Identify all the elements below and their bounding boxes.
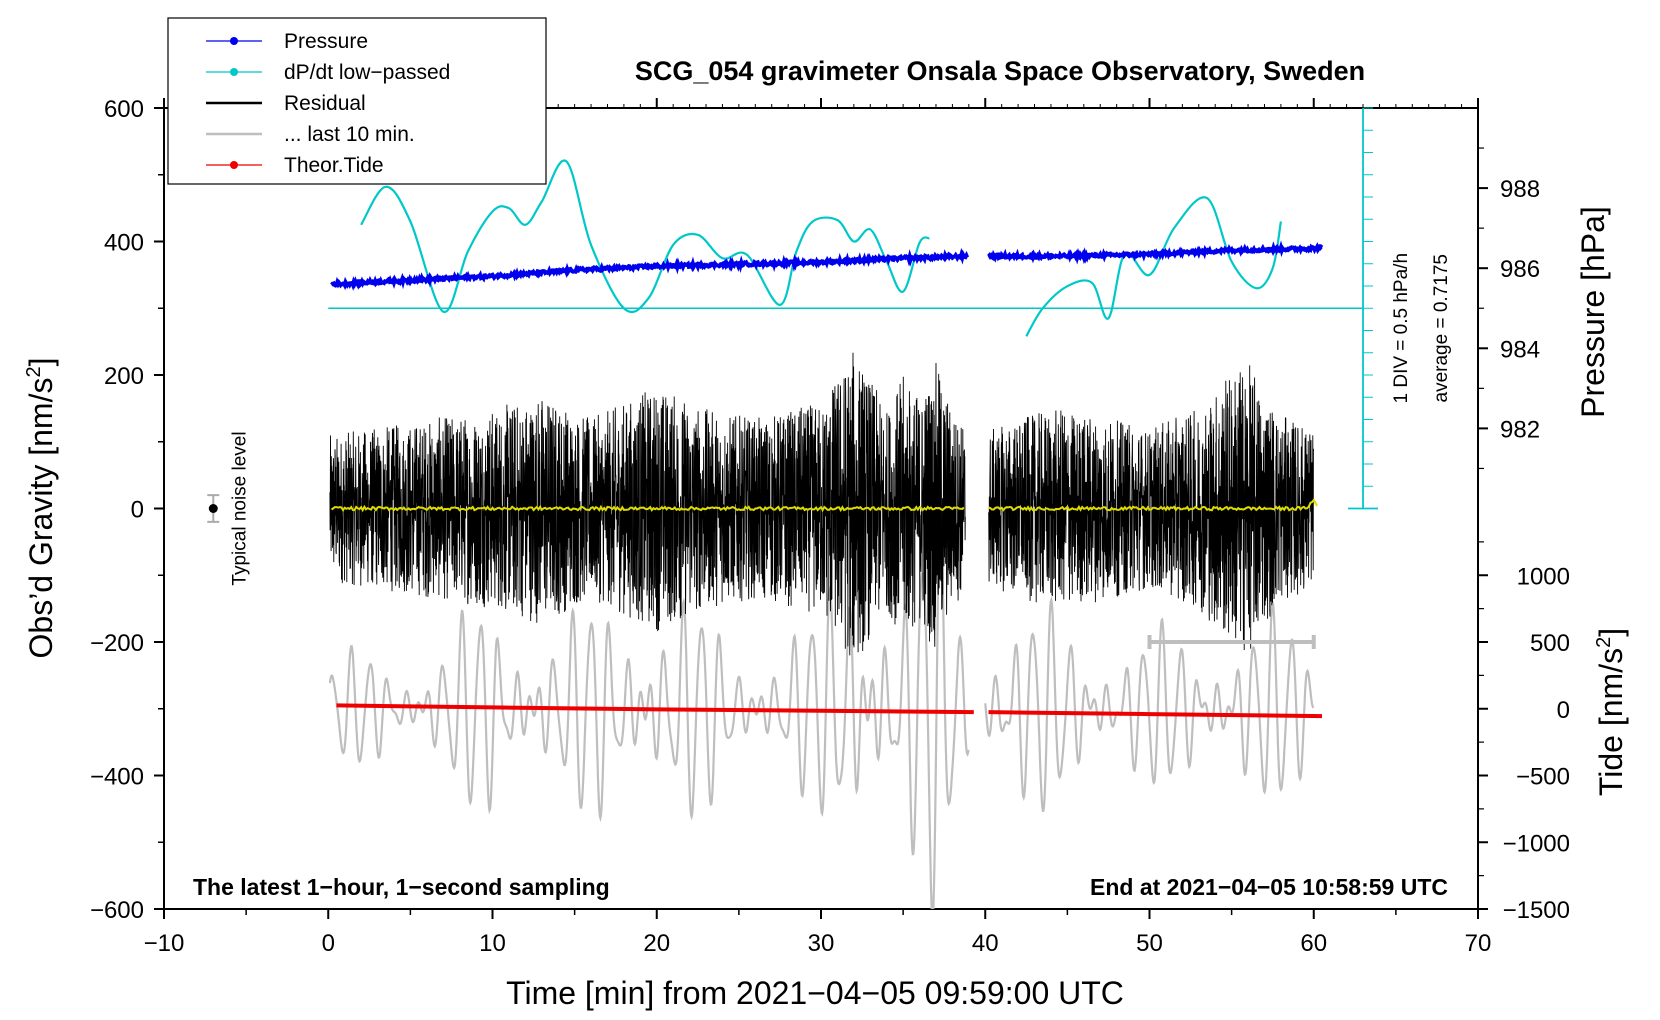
legend-marker-1 (230, 68, 238, 76)
series-layer (328, 159, 1364, 909)
x-axis-label: Time [min] from 2021−04−05 09:59:00 UTC (506, 975, 1124, 1011)
legend-marker-4 (230, 161, 238, 169)
pressure-tick-label: 982 (1500, 416, 1540, 443)
series-residual-segment-1 (988, 365, 1315, 651)
tide-tick-label: 0 (1557, 697, 1570, 724)
y-tick-label: −600 (90, 897, 144, 924)
legend: Pressure dP/dt low−passed Residual ... last… (167, 17, 547, 185)
annotation-end-time: End at 2021−04−05 10:58:59 UTC (1090, 874, 1448, 900)
noise-level-label: Typical noise level (229, 431, 250, 585)
series-smoothed-residual-segment-0 (330, 504, 965, 513)
series-last10-segment-1 (984, 596, 1315, 813)
x-tick-label: 20 (643, 930, 670, 957)
noise-level-point (208, 504, 218, 513)
y-axis-label-pressure: Pressure [hPa] (1575, 206, 1611, 418)
legend-label-2: Residual (284, 92, 366, 115)
y-tick-label: 0 (131, 497, 144, 524)
x-tick-label: 0 (322, 930, 335, 957)
series-pressure-segment-1 (987, 240, 1324, 265)
axes-layer: 1 DIV = 0.5 hPa/h average = 0.7175 Typical… (90, 96, 1570, 957)
dpdt-scale-label: 1 DIV = 0.5 hPa/h (1391, 253, 1412, 404)
y-axis-label-tide: Tide [nm/s2] (1593, 628, 1629, 796)
y-axis-label-gravity: Obs’d Gravity [nm/s2] (23, 358, 59, 659)
series-smoothed-residual-segment-1 (988, 498, 1318, 512)
series-theor-tide-segment-1 (988, 710, 1323, 719)
legend-label-1: dP/dt low−passed (284, 61, 450, 84)
legend-label-4: Theor.Tide (284, 154, 384, 177)
x-tick-label: 40 (972, 930, 999, 957)
pressure-tick-label: 984 (1500, 336, 1540, 363)
series-dpdt-segment-0 (360, 159, 930, 314)
legend-box (167, 17, 547, 185)
x-tick-label: 60 (1300, 930, 1327, 957)
y-tick-label: 200 (104, 363, 144, 390)
y-tick-label: −200 (90, 630, 144, 657)
tide-tick-label: −1000 (1503, 830, 1570, 857)
y-tick-label: 400 (104, 230, 144, 257)
tide-tick-label: 500 (1530, 630, 1570, 657)
series-theor-tide-segment-0 (336, 703, 974, 715)
legend-label-3: ... last 10 min. (284, 123, 415, 146)
chart-title: SCG_054 gravimeter Onsala Space Observat… (635, 56, 1365, 86)
tide-tick-label: 1000 (1517, 563, 1570, 590)
tide-tick-label: −500 (1516, 764, 1570, 791)
annotation-latest-hour: The latest 1−hour, 1−second sampling (193, 874, 610, 900)
legend-label-0: Pressure (284, 30, 368, 53)
dpdt-average-label: average = 0.7175 (1431, 254, 1452, 402)
series-dpdt-segment-1 (1025, 196, 1282, 337)
x-tick-label: 50 (1136, 930, 1163, 957)
x-tick-label: −10 (144, 930, 185, 957)
y-tick-label: 600 (104, 96, 144, 123)
y-tick-label: −400 (90, 764, 144, 791)
legend-entries: Pressure dP/dt low−passed Residual ... last… (206, 30, 450, 177)
series-residual-segment-0 (329, 352, 966, 656)
x-tick-label: 10 (479, 930, 506, 957)
pressure-tick-label: 986 (1500, 256, 1540, 283)
x-tick-label: 30 (808, 930, 835, 957)
tide-tick-label: −1500 (1503, 897, 1570, 924)
series-last10-segment-0 (328, 509, 970, 909)
x-tick-label: 70 (1465, 930, 1492, 957)
pressure-tick-label: 988 (1500, 176, 1540, 203)
legend-marker-0 (230, 37, 238, 45)
series-pressure-segment-0 (330, 247, 970, 291)
